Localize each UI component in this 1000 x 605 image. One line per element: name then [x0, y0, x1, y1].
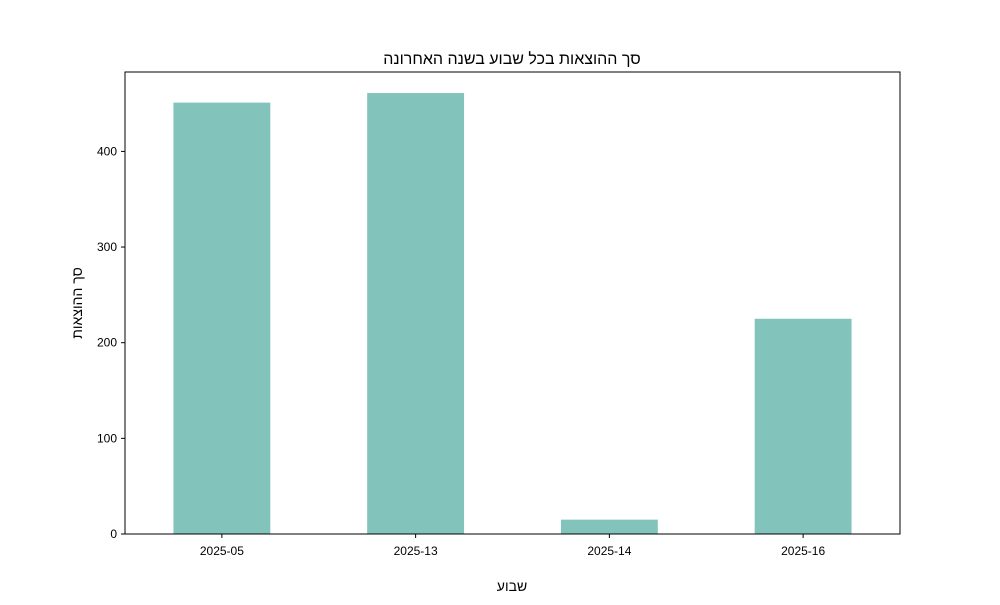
x-axis-label: שבוע [497, 578, 527, 594]
chart-title: סך ההוצאות בכל שבוע בשנה האחרונה [383, 50, 640, 68]
x-tick-label: 2025-16 [781, 544, 825, 558]
bar-2025-05 [173, 102, 271, 534]
y-axis-label: סך ההוצאות [69, 267, 85, 339]
bars-layer [173, 93, 852, 534]
x-tick-label: 2025-05 [200, 544, 244, 558]
y-tick-label: 100 [97, 431, 117, 445]
y-axis: 0 100 200 300 400 [97, 144, 125, 541]
x-axis: 2025-05 2025-13 2025-14 2025-16 [200, 534, 825, 558]
bar-2025-14 [560, 519, 658, 534]
plot-area-frame [124, 71, 901, 535]
bar-2025-16 [754, 318, 852, 534]
y-tick-label: 0 [110, 527, 117, 541]
y-tick-label: 200 [97, 336, 117, 350]
x-tick-label: 2025-14 [587, 544, 631, 558]
x-tick-label: 2025-13 [394, 544, 438, 558]
y-tick-label: 300 [97, 240, 117, 254]
bar-2025-13 [367, 93, 465, 534]
y-tick-label: 400 [97, 144, 117, 158]
